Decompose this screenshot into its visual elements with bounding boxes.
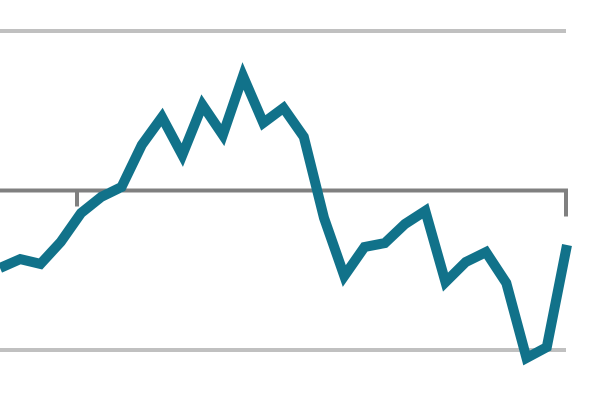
- reference-line: [0, 188, 568, 217]
- data-line: [0, 62, 572, 366]
